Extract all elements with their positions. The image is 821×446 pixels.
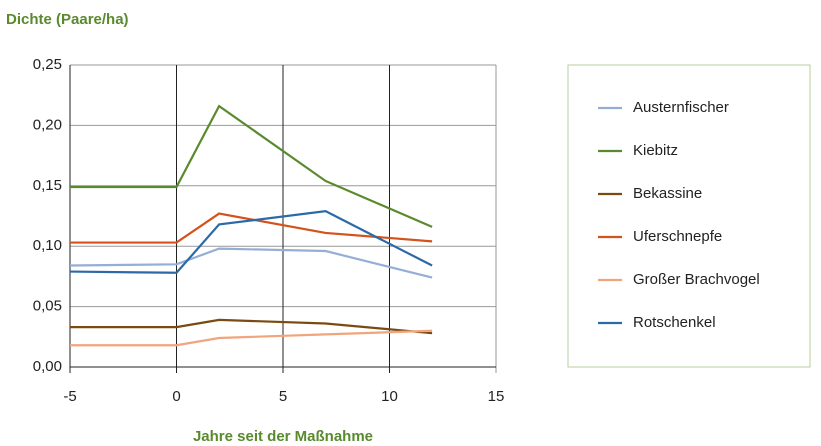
series-line <box>70 212 433 244</box>
y-tick-label: 0,15 <box>33 177 62 194</box>
x-tick-label: 5 <box>279 388 287 405</box>
series-line <box>69 210 433 274</box>
legend-label: Großer Brachvogel <box>633 271 760 288</box>
x-tick-label: 10 <box>381 388 398 405</box>
series-line <box>69 247 433 279</box>
legend-label: Uferschnepfe <box>633 228 722 245</box>
y-tick-label: 0,05 <box>33 298 62 315</box>
series-line <box>70 329 433 347</box>
legend-label: Austernfischer <box>633 99 729 116</box>
y-axis-title: Dichte (Paare/ha) <box>6 11 129 28</box>
y-tick-label: 0,00 <box>33 358 62 375</box>
x-axis-title: Jahre seit der Maßnahme <box>193 428 373 445</box>
x-tick-label: 15 <box>488 388 505 405</box>
x-tick-label: -5 <box>63 388 76 405</box>
legend-label: Rotschenkel <box>633 314 716 331</box>
series-line <box>70 318 433 335</box>
y-tick-label: 0,25 <box>33 56 62 73</box>
x-tick-label: 0 <box>172 388 180 405</box>
legend-label: Kiebitz <box>633 142 678 159</box>
legend-label: Bekassine <box>633 185 702 202</box>
y-tick-label: 0,20 <box>33 116 62 133</box>
legend-box <box>567 64 811 368</box>
y-tick-label: 0,10 <box>33 237 62 254</box>
series-line <box>70 104 433 228</box>
